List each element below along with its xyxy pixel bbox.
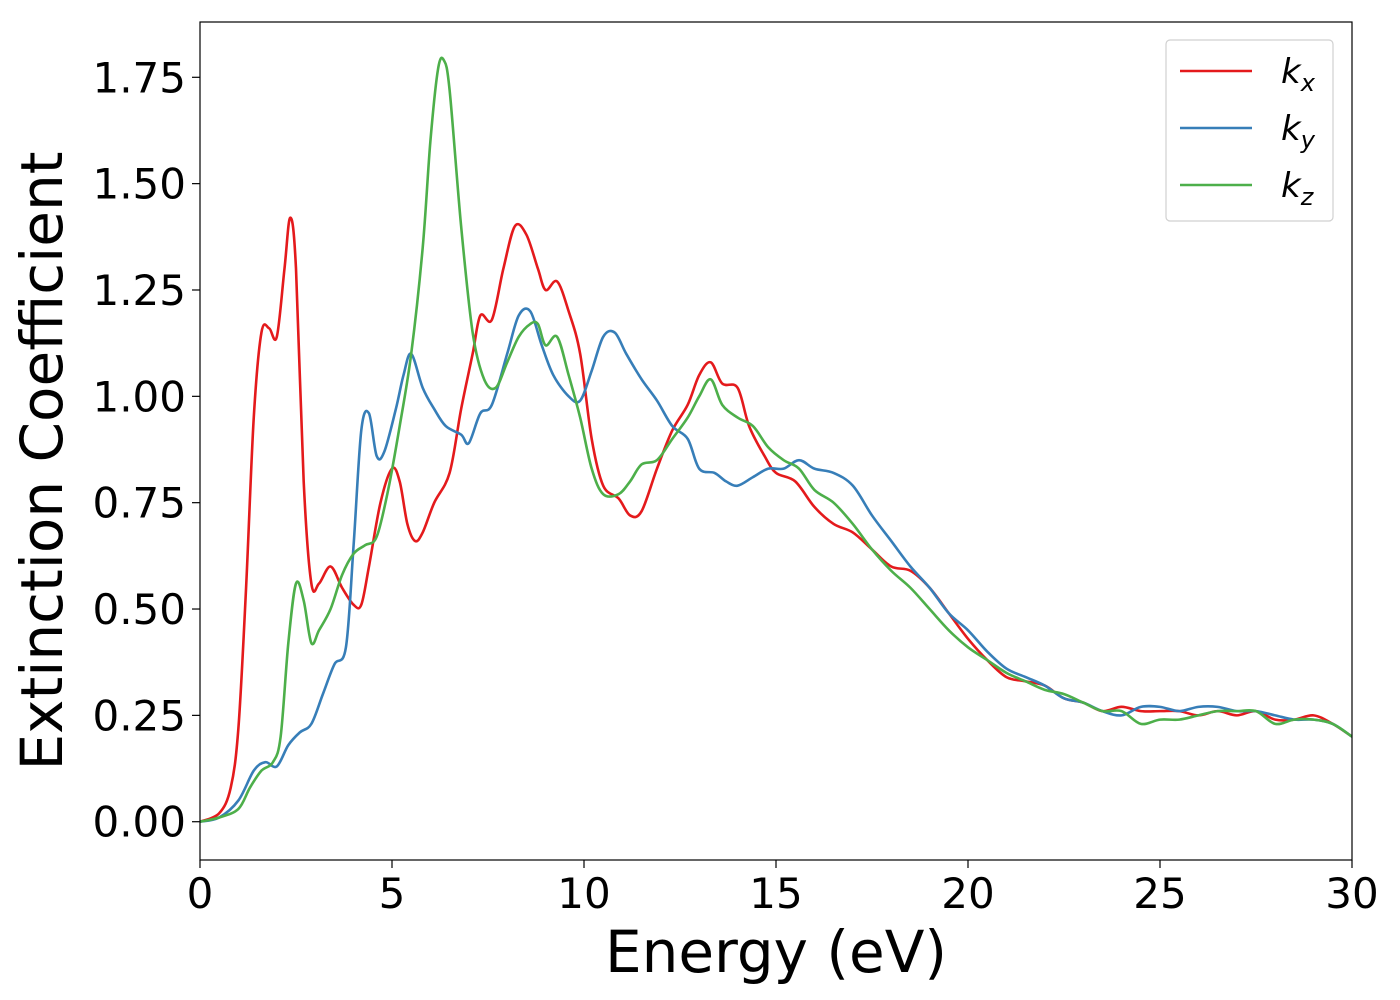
legend-label-main: k [1281, 109, 1302, 149]
x-tick-label: 30 [1325, 869, 1378, 918]
legend-label-subscript: x [1300, 69, 1316, 97]
x-tick-label: 0 [187, 869, 214, 918]
x-tick-label: 20 [941, 869, 994, 918]
y-tick-label: 1.00 [92, 372, 186, 421]
x-tick-label: 25 [1133, 869, 1186, 918]
y-axis-ticks: 0.00 0.25 0.50 0.75 1.00 1.25 1.50 1.75 [92, 53, 200, 847]
legend-label-main: k [1281, 52, 1302, 92]
y-tick-label: 1.75 [92, 53, 186, 102]
legend-label-subscript: y [1300, 126, 1316, 154]
legend-label-subscript: z [1300, 183, 1315, 211]
y-tick-label: 0.50 [92, 585, 186, 634]
series-line-x [200, 216, 1352, 823]
legend-box [1165, 39, 1334, 222]
legend-label-z: kz [1281, 166, 1315, 211]
y-tick-label: 1.25 [92, 266, 186, 315]
legend-label-y: ky [1281, 109, 1316, 154]
x-tick-label: 15 [749, 869, 802, 918]
legend-label-x: kx [1281, 52, 1316, 97]
y-tick-label: 0.00 [92, 798, 186, 847]
series-line-y [200, 307, 1352, 824]
series-line-z [200, 56, 1352, 823]
legend-label-main: k [1281, 166, 1302, 206]
y-axis-title: Extinction Coefficient [8, 152, 76, 771]
y-tick-label: 0.75 [92, 479, 186, 528]
x-axis-ticks: 0 5 10 15 20 25 30 [187, 860, 1379, 918]
y-tick-label: 1.50 [92, 160, 186, 209]
plot-lines [200, 56, 1352, 824]
x-axis-title: Energy (eV) [605, 918, 947, 986]
x-tick-label: 5 [379, 869, 406, 918]
y-tick-label: 0.25 [92, 691, 186, 740]
x-tick-label: 10 [557, 869, 610, 918]
